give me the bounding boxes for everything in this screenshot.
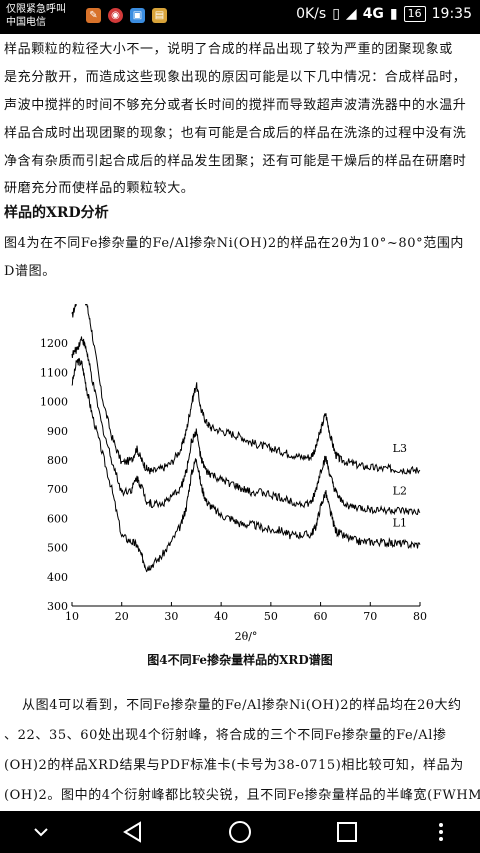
- battery-level: 16: [403, 6, 426, 22]
- x-tick-label: 20: [115, 610, 129, 623]
- notification-icons: ✎ ◉ ▣ ▤: [86, 8, 167, 23]
- paragraph-line: 研磨充分而使样品的颗粒较大。: [4, 181, 195, 196]
- clock: 19:35: [431, 6, 472, 22]
- x-tick-label: 10: [65, 610, 79, 623]
- series-label-l1: L1: [393, 517, 407, 530]
- x-tick-label: 80: [413, 610, 427, 623]
- x-tick-label: 50: [264, 610, 278, 623]
- paragraph-line: 从图4可以看到，不同Fe掺杂量的Fe/Al掺杂Ni(OH)2的样品均在2θ大约: [22, 698, 462, 713]
- x-tick-label: 60: [314, 610, 328, 623]
- status-right: 0K/s ▯ ◢ 4G ▮ 16 19:35: [296, 6, 472, 22]
- y-tick-label: 800: [47, 454, 68, 467]
- section-heading: 样品的XRD分析: [4, 205, 109, 221]
- y-tick-label: 400: [47, 571, 68, 584]
- paragraph-line: 样品颗粒的粒径大小不一，说明了合成的样品出现了较为严重的团聚现象或: [4, 42, 453, 57]
- paragraph-line: 、22、35、60处出现4个衍射峰，将合成的三个不同Fe掺杂量的Fe/Al掺: [4, 728, 447, 743]
- series-label-l3: L3: [393, 442, 407, 455]
- series-line-l3: [71, 304, 421, 476]
- y-tick-label: 600: [47, 512, 68, 525]
- status-bar: 仅限紧急呼叫 中国电信 ✎ ◉ ▣ ▤ 0K/s ▯ ◢ 4G ▮ 16 19:…: [0, 0, 480, 34]
- y-tick-label: 700: [47, 483, 68, 496]
- navigation-bar: [0, 811, 480, 853]
- collapse-chevron-icon[interactable]: [28, 819, 54, 845]
- carrier-line-2: 中国电信: [6, 17, 46, 28]
- recent-apps-button-icon[interactable]: [334, 819, 360, 845]
- y-tick-label: 1000: [40, 396, 68, 409]
- home-button-icon[interactable]: [227, 819, 253, 845]
- app-notification-icon: ✎: [86, 8, 101, 23]
- weibo-icon: ◉: [108, 8, 123, 23]
- paragraph-line: 是充分散开，而造成这些现象出现的原因可能是以下几中情况：合成样品时，: [4, 70, 467, 85]
- intro-line: D谱图。: [4, 264, 56, 279]
- series-line-l2: [71, 336, 421, 516]
- carrier-line-1: 仅限紧急呼叫: [6, 4, 66, 15]
- y-tick-label: 1100: [40, 366, 68, 379]
- wifi-icon: ◢: [345, 6, 357, 22]
- paragraph-line: 声波中搅拌的时间不够充分或者长时间的搅拌而导致超声波清洗器中的水温升: [4, 98, 467, 113]
- reader-icon: ▤: [152, 8, 167, 23]
- network-speed: 0K/s: [296, 6, 327, 22]
- y-tick-label: 500: [47, 542, 68, 555]
- y-tick-label: 1200: [40, 337, 68, 350]
- paragraph-line: (OH)2。图中的4个衍射峰都比较尖锐，且不同Fe掺杂量样品的半峰宽(FWHM): [4, 788, 480, 803]
- network-type: 4G: [362, 6, 384, 22]
- carrier-info: 仅限紧急呼叫 中国电信: [6, 3, 84, 29]
- intro-line: 图4为在不同Fe掺杂量的Fe/Al掺杂Ni(OH)2的样品在2θ为10°~80°…: [4, 236, 465, 251]
- signal-icon: ▮: [389, 6, 398, 22]
- paragraph-line: (OH)2的样品XRD结果与PDF标准卡(卡号为38-0715)相比较可知，样品…: [4, 758, 464, 773]
- hd-icon: ▣: [130, 8, 145, 23]
- document-page[interactable]: 样品颗粒的粒径大小不一，说明了合成的样品出现了较为严重的团聚现象或 是充分散开，…: [0, 34, 480, 811]
- x-tick-label: 40: [214, 610, 228, 623]
- series-line-l1: [71, 357, 421, 573]
- more-options-icon[interactable]: [428, 819, 454, 845]
- back-button-icon[interactable]: [120, 819, 146, 845]
- xrd-chart: 10 20 30 40 50 60 70 80 300 400 500 600 700 800 900 100…: [40, 304, 427, 643]
- vibrate-icon: ▯: [332, 6, 340, 22]
- paragraph-line: 样品合成时出现团聚的现象；也有可能是合成后的样品在洗涤的过程中没有洗: [4, 126, 467, 141]
- figure-caption: 图4不同Fe掺杂量样品的XRD谱图: [147, 653, 333, 667]
- x-tick-label: 70: [363, 610, 377, 623]
- y-tick-label: 900: [47, 425, 68, 438]
- series-label-l2: L2: [393, 485, 407, 498]
- paragraph-line: 净含有杂质而引起合成后的样品发生团聚；还有可能是干燥后的样品在研磨时: [4, 154, 467, 169]
- x-tick-label: 30: [164, 610, 178, 623]
- y-tick-label: 300: [47, 600, 68, 613]
- x-axis-label: 2θ/°: [235, 630, 258, 643]
